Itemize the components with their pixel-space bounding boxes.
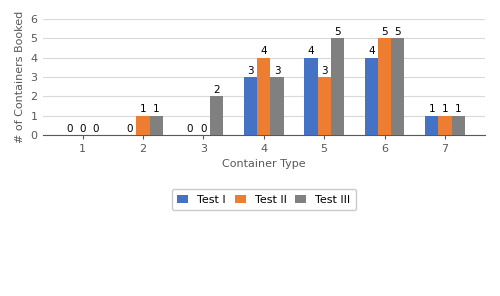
Bar <box>391 38 404 135</box>
Text: 4: 4 <box>308 46 314 57</box>
Y-axis label: # of Containers Booked: # of Containers Booked <box>15 11 25 143</box>
Text: 0: 0 <box>66 124 72 134</box>
Text: 3: 3 <box>274 66 280 76</box>
Text: 1: 1 <box>140 104 146 114</box>
Text: 1: 1 <box>455 104 462 114</box>
Text: 3: 3 <box>247 66 254 76</box>
Text: 0: 0 <box>92 124 99 134</box>
Text: 3: 3 <box>321 66 328 76</box>
X-axis label: Container Type: Container Type <box>222 160 306 169</box>
Bar <box>210 96 224 135</box>
Text: 0: 0 <box>200 124 206 134</box>
Text: 4: 4 <box>368 46 374 57</box>
Text: 5: 5 <box>381 27 388 37</box>
Bar <box>364 58 378 135</box>
Text: 1: 1 <box>153 104 160 114</box>
Bar <box>270 77 283 135</box>
Text: 0: 0 <box>187 124 194 134</box>
Text: 0: 0 <box>80 124 86 134</box>
Bar <box>438 115 452 135</box>
Bar <box>318 77 331 135</box>
Bar <box>331 38 344 135</box>
Bar <box>425 115 438 135</box>
Text: 0: 0 <box>126 124 133 134</box>
Bar <box>452 115 465 135</box>
Bar <box>136 115 149 135</box>
Text: 5: 5 <box>394 27 401 37</box>
Bar <box>244 77 257 135</box>
Bar <box>150 115 163 135</box>
Text: 2: 2 <box>214 85 220 95</box>
Text: 5: 5 <box>334 27 341 37</box>
Bar <box>378 38 391 135</box>
Text: 4: 4 <box>260 46 267 57</box>
Bar <box>304 58 318 135</box>
Text: 1: 1 <box>428 104 435 114</box>
Text: 1: 1 <box>442 104 448 114</box>
Bar <box>257 58 270 135</box>
Legend: Test I, Test II, Test III: Test I, Test II, Test III <box>172 189 356 210</box>
